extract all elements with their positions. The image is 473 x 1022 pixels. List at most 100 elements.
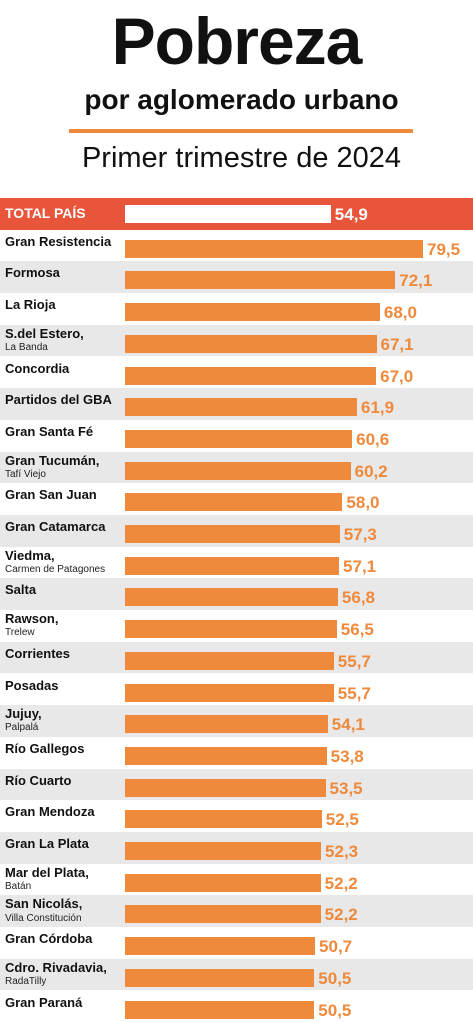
row-label: Salta — [5, 583, 36, 597]
bar — [125, 810, 322, 828]
bar — [125, 684, 334, 702]
row-label: Formosa — [5, 266, 60, 280]
value-label: 53,8 — [331, 748, 364, 765]
chart-row: Gran Resistencia 79,5 — [0, 230, 473, 262]
value-label: 55,7 — [338, 685, 371, 702]
bar — [125, 240, 423, 258]
value-label: 56,8 — [342, 589, 375, 606]
row-sublabel: RadaTilly — [5, 976, 107, 987]
row-label: Viedma,Carmen de Patagones — [5, 549, 105, 575]
value-label: 54,9 — [335, 206, 368, 223]
bar — [125, 779, 326, 797]
chart-row: Salta 56,8 — [0, 578, 473, 610]
row-label: Gran Resistencia — [5, 235, 111, 249]
row-name: Partidos del GBA — [5, 392, 112, 407]
row-name: Río Gallegos — [5, 741, 84, 756]
row-label: Gran San Juan — [5, 488, 97, 502]
chart-row: Concordia 67,0 — [0, 357, 473, 389]
value-label: 79,5 — [427, 241, 460, 258]
row-label: Posadas — [5, 679, 58, 693]
value-label: 52,2 — [325, 906, 358, 923]
chart-row: Gran Paraná 50,5 — [0, 991, 473, 1022]
chart-row: S.del Estero,La Banda 67,1 — [0, 325, 473, 357]
row-label: Gran Tucumán,Tafí Viejo — [5, 454, 99, 480]
value-label: 58,0 — [346, 494, 379, 511]
row-label: Concordia — [5, 362, 69, 376]
row-name: TOTAL PAÍS — [5, 205, 86, 221]
chart-row: Viedma,Carmen de Patagones 57,1 — [0, 547, 473, 579]
row-name: San Nicolás, — [5, 896, 82, 911]
row-name: Posadas — [5, 678, 58, 693]
chart-row: Gran Tucumán,Tafí Viejo 60,2 — [0, 452, 473, 484]
row-name: Salta — [5, 582, 36, 597]
row-label: Partidos del GBA — [5, 393, 112, 407]
bar — [125, 303, 380, 321]
bar — [125, 905, 321, 923]
row-sublabel: Palpalá — [5, 722, 42, 733]
chart-subtitle: por aglomerado urbano — [0, 86, 473, 114]
row-name: Gran Santa Fé — [5, 424, 93, 439]
chart-row: Formosa 72,1 — [0, 261, 473, 293]
value-label: 67,1 — [381, 336, 414, 353]
chart-row: Partidos del GBA 61,9 — [0, 388, 473, 420]
bar — [125, 367, 376, 385]
value-label: 50,5 — [318, 1002, 351, 1019]
value-label: 50,5 — [318, 970, 351, 987]
bar — [125, 588, 338, 606]
value-label: 52,2 — [325, 875, 358, 892]
row-label: Jujuy,Palpalá — [5, 707, 42, 733]
bar — [125, 969, 314, 987]
row-sublabel: Trelew — [5, 627, 58, 638]
bar — [125, 430, 352, 448]
bar — [125, 652, 334, 670]
value-label: 61,9 — [361, 399, 394, 416]
row-name: Gran Tucumán, — [5, 453, 99, 468]
chart-row: Posadas 55,7 — [0, 674, 473, 706]
value-label: 60,2 — [355, 463, 388, 480]
bar — [125, 842, 321, 860]
row-name: Gran San Juan — [5, 487, 97, 502]
bar — [125, 557, 339, 575]
value-label: 55,7 — [338, 653, 371, 670]
bar — [125, 398, 357, 416]
value-label: 72,1 — [399, 272, 432, 289]
row-label: Gran Córdoba — [5, 932, 92, 946]
bar — [125, 462, 351, 480]
bar — [125, 874, 321, 892]
row-name: Formosa — [5, 265, 60, 280]
row-label: S.del Estero,La Banda — [5, 327, 84, 353]
row-label: TOTAL PAÍS — [5, 206, 86, 221]
row-label: San Nicolás,Villa Constitución — [5, 897, 82, 923]
row-label: Mar del Plata,Batán — [5, 866, 89, 892]
row-label: Cdro. Rivadavia,RadaTilly — [5, 961, 107, 987]
row-label: Río Cuarto — [5, 774, 71, 788]
value-label: 60,6 — [356, 431, 389, 448]
bar — [125, 205, 331, 223]
bar — [125, 937, 315, 955]
bar — [125, 747, 327, 765]
value-label: 52,5 — [326, 811, 359, 828]
row-label: Gran Mendoza — [5, 805, 95, 819]
value-label: 67,0 — [380, 368, 413, 385]
row-name: Gran Mendoza — [5, 804, 95, 819]
row-sublabel: Batán — [5, 881, 89, 892]
chart-row: Río Gallegos 53,8 — [0, 737, 473, 769]
row-name: La Rioja — [5, 297, 56, 312]
row-name: Gran Córdoba — [5, 931, 92, 946]
value-label: 52,3 — [325, 843, 358, 860]
row-name: Viedma, — [5, 548, 55, 563]
bar — [125, 493, 342, 511]
row-label: Rawson,Trelew — [5, 612, 58, 638]
chart-row: Gran Córdoba 50,7 — [0, 927, 473, 959]
row-name: Gran Catamarca — [5, 519, 105, 534]
value-label: 57,1 — [343, 558, 376, 575]
row-name: Gran Paraná — [5, 995, 82, 1010]
bar — [125, 620, 337, 638]
value-label: 50,7 — [319, 938, 352, 955]
bar — [125, 715, 328, 733]
